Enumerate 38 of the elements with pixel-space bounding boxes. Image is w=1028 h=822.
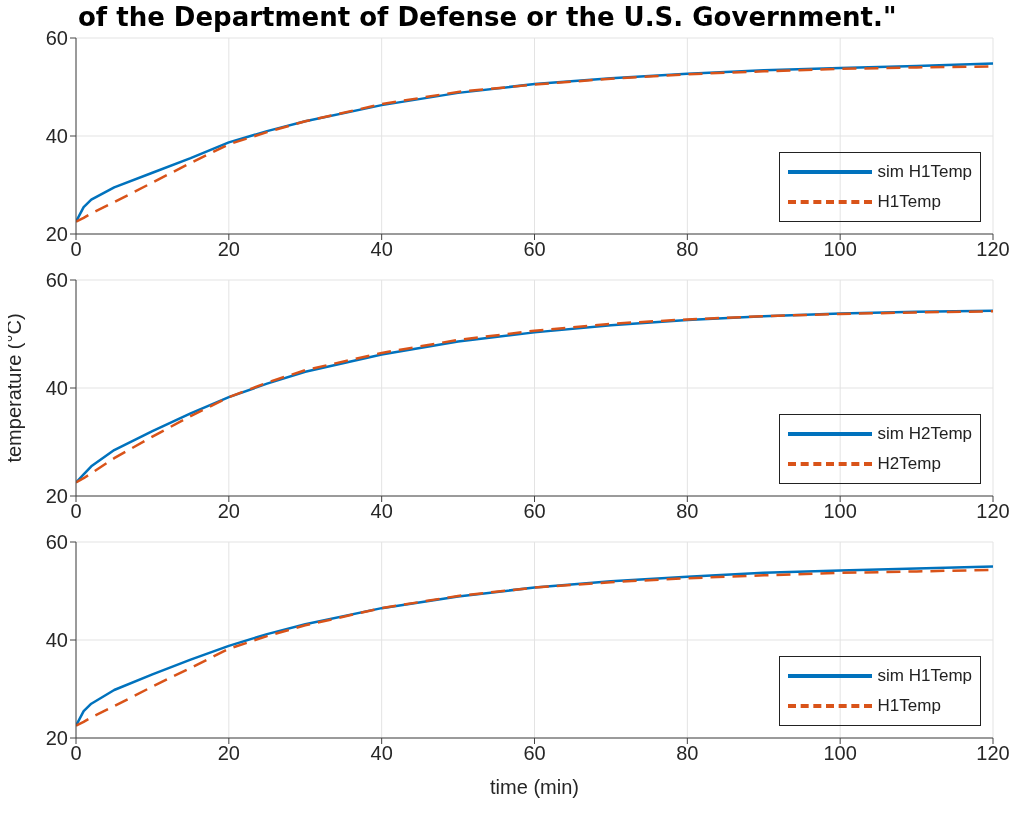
legend-label: H1Temp (877, 192, 941, 212)
x-tick-label: 120 (976, 742, 1010, 765)
x-tick-label: 0 (70, 742, 82, 765)
legend-label: H1Temp (877, 696, 941, 716)
x-tick-label: 0 (70, 238, 82, 261)
x-tick-label: 120 (976, 500, 1010, 523)
y-tick-label: 40 (45, 125, 68, 148)
x-tick-label: 40 (370, 238, 393, 261)
legend-label: H2Temp (877, 454, 941, 474)
y-tick-label: 60 (45, 27, 68, 50)
y-tick-label: 20 (45, 727, 68, 750)
x-tick-label: 100 (823, 742, 857, 765)
legend-label: sim H2Temp (877, 424, 972, 444)
chart-title: of the Department of Defense or the U.S. Government." (78, 2, 897, 32)
y-tick-label: 40 (45, 377, 68, 400)
x-tick-label: 20 (217, 742, 240, 765)
legend-label: sim H1Temp (877, 162, 972, 182)
y-tick-label: 60 (45, 531, 68, 554)
y-tick-label: 20 (45, 223, 68, 246)
y-tick-label: 40 (45, 629, 68, 652)
y-tick-label: 60 (45, 269, 68, 292)
legend-label: sim H1Temp (877, 666, 972, 686)
x-tick-label: 100 (823, 238, 857, 261)
x-tick-label: 40 (370, 742, 393, 765)
x-tick-label: 20 (217, 500, 240, 523)
x-tick-label: 120 (976, 238, 1010, 261)
x-tick-label: 80 (676, 742, 699, 765)
x-tick-label: 40 (370, 500, 393, 523)
x-tick-label: 60 (523, 238, 546, 261)
x-tick-label: 0 (70, 500, 82, 523)
x-tick-label: 60 (523, 500, 546, 523)
x-tick-label: 60 (523, 742, 546, 765)
x-tick-label: 20 (217, 238, 240, 261)
x-tick-label: 80 (676, 238, 699, 261)
x-axis-title: time (min) (490, 776, 579, 798)
x-tick-label: 100 (823, 500, 857, 523)
x-tick-label: 80 (676, 500, 699, 523)
y-tick-label: 20 (45, 485, 68, 508)
